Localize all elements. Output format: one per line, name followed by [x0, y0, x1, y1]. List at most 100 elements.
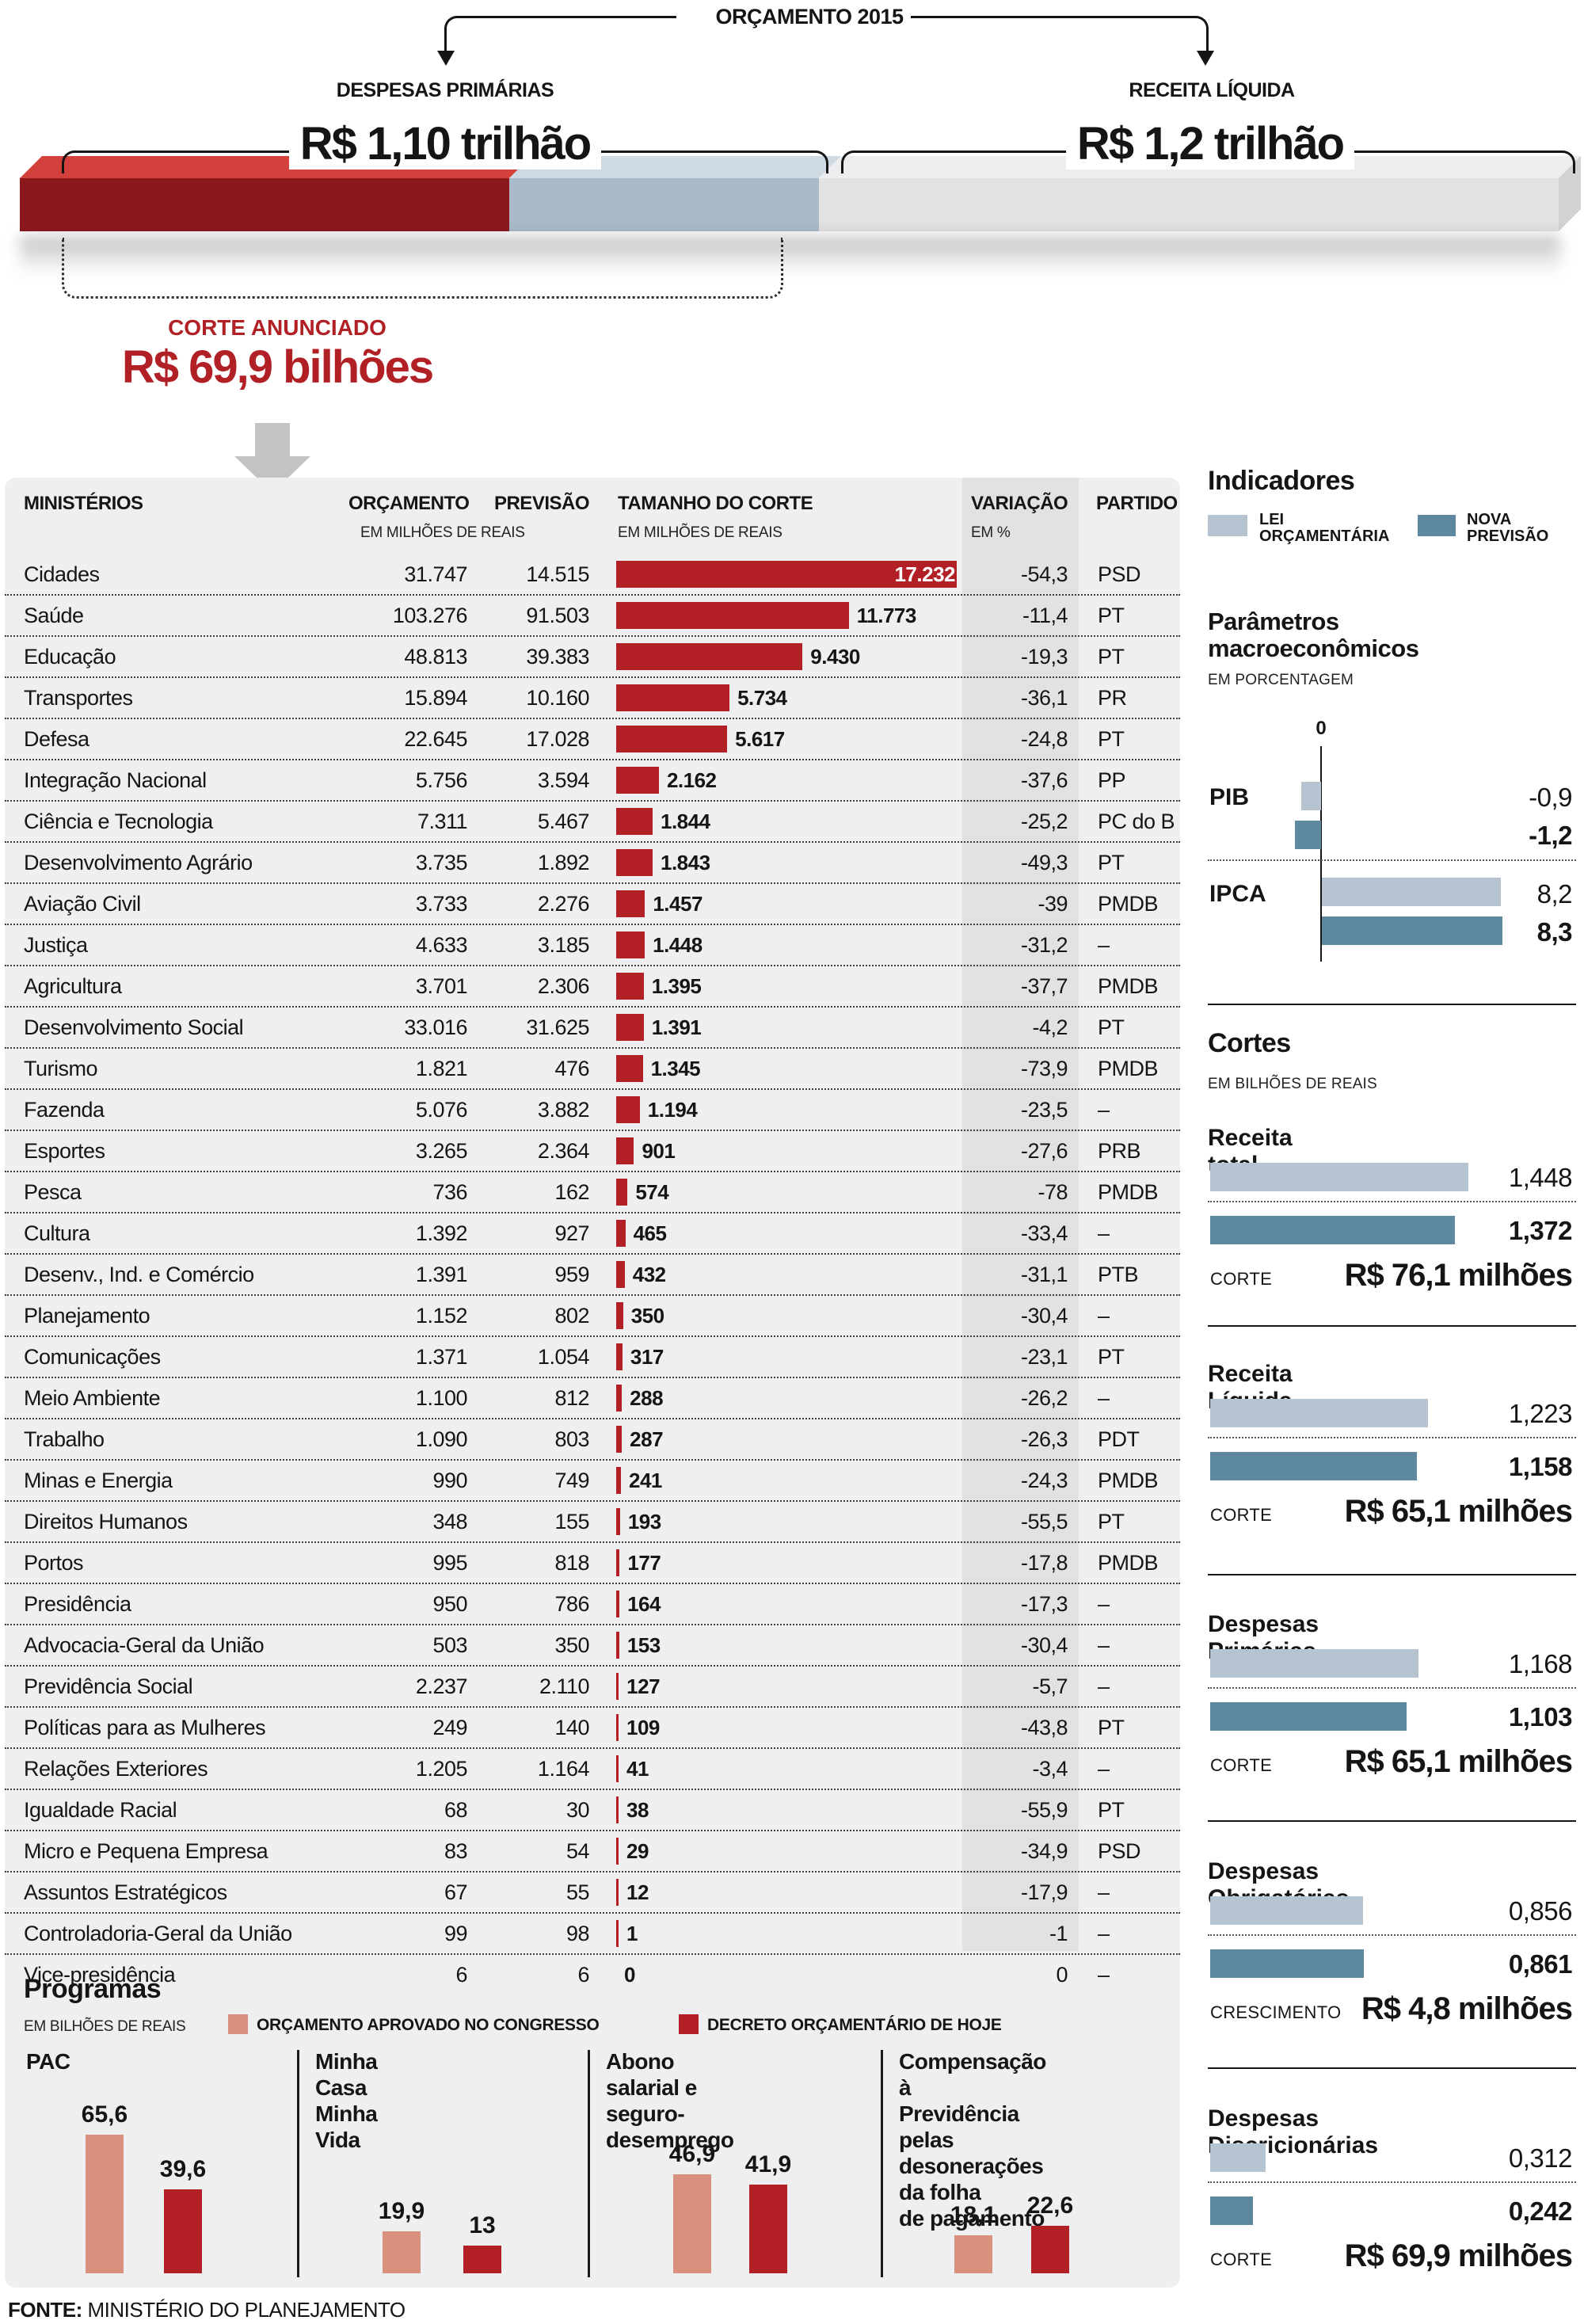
corte-bar-zone: 241	[616, 1461, 963, 1500]
programas-title: Programas	[24, 1974, 162, 2004]
macro-value-lei: 8,2	[1536, 879, 1573, 909]
cortes-value-lei: 1,223	[1508, 1399, 1573, 1428]
corte-bar-zone: 465	[616, 1213, 963, 1253]
macro-divider	[1208, 859, 1576, 861]
corte-value: 1.843	[660, 851, 710, 874]
corte-bar-zone: 1	[616, 1914, 963, 1953]
program-group-label: Abono salarial e seguro-desemprego	[606, 2049, 734, 2152]
cortes-value-lei: 0,312	[1508, 2143, 1573, 2173]
table-row: Portos 995 818 177 -17,8 PMDB	[5, 1543, 1180, 1584]
orcamento-value: 6	[455, 1962, 467, 1987]
cortes-value-nova: 0,861	[1508, 1949, 1573, 1979]
col-variacao: VARIAÇÃO	[971, 493, 1068, 514]
ministry-name: Turismo	[24, 1056, 98, 1080]
table-row: Aviação Civil 3.733 2.276 1.457 -39 PMDB	[5, 884, 1180, 925]
partido-value: PT	[1098, 726, 1125, 751]
macro-bar-lei	[1322, 878, 1501, 906]
cortes-title: Cortes	[1208, 1028, 1291, 1058]
cortes-note-value: R$ 4,8 milhões	[1361, 1991, 1573, 2026]
corte-value: 5.734	[737, 686, 787, 710]
corte-value: 12	[626, 1880, 649, 1904]
cortes-note-label: CORTE	[1210, 1755, 1273, 1775]
corte-bar	[616, 1549, 620, 1576]
section-divider	[1208, 1004, 1576, 1005]
table-row: Trabalho 1.090 803 287 -26,3 PDT	[5, 1419, 1180, 1461]
table-row: Planejamento 1.152 802 350 -30,4 –	[5, 1296, 1180, 1337]
col-ministerios: MINISTÉRIOS	[24, 493, 143, 514]
corte-bar	[616, 1467, 621, 1494]
partido-value: PT	[1098, 1015, 1125, 1039]
cortes-note-label: CRESCIMENTO	[1210, 2002, 1342, 2022]
table-row: Previdência Social 2.237 2.110 127 -5,7 –	[5, 1667, 1180, 1708]
corte-value: 1.395	[651, 974, 702, 998]
partido-value: PT	[1098, 644, 1125, 669]
budget-bar-shadow	[20, 236, 1560, 282]
table-row: Comunicações 1.371 1.054 317 -23,1 PT	[5, 1337, 1180, 1378]
corte-value: 177	[627, 1551, 661, 1575]
previsao-value: 2.364	[537, 1138, 590, 1163]
previsao-value: 10.160	[526, 685, 589, 710]
ministry-name: Agricultura	[24, 973, 122, 998]
cortes-note-value: R$ 65,1 milhões	[1344, 1494, 1573, 1529]
arrow-down-left-icon	[437, 51, 455, 66]
table-row: Transportes 15.894 10.160 5.734 -36,1 PR	[5, 678, 1180, 719]
partido-value: –	[1098, 1880, 1110, 1904]
variacao-value: -17,3	[1020, 1591, 1068, 1616]
table-row: Micro e Pequena Empresa 83 54 29 -34,9 PSD	[5, 1831, 1180, 1873]
table-row: Advocacia-Geral da União 503 350 153 -30,4 –	[5, 1625, 1180, 1667]
partido-value: PMDB	[1098, 1550, 1159, 1575]
ministry-name: Desenvolvimento Agrário	[24, 850, 253, 874]
parametros-title: Parâmetros macroeconômicos	[1208, 608, 1419, 662]
table-row: Desenvolvimento Agrário 3.735 1.892 1.843 -4…	[5, 843, 1180, 884]
corte-bar	[616, 1632, 619, 1659]
ministry-name: Cultura	[24, 1221, 90, 1245]
previsao-value: 803	[554, 1427, 589, 1451]
corte-bar	[616, 1673, 619, 1700]
corte-value: 574	[635, 1180, 669, 1204]
program-bar-decreto	[749, 2185, 787, 2273]
program-group-label: Minha Casa Minha Vida	[315, 2049, 378, 2152]
corte-value: 1.194	[647, 1098, 698, 1122]
ministry-name: Transportes	[24, 685, 133, 710]
corte-dashed-bracket	[62, 238, 783, 299]
corte-value: 164	[627, 1592, 661, 1616]
variacao-value: -5,7	[1032, 1674, 1068, 1698]
corte-value: 153	[626, 1633, 661, 1657]
corte-bar	[616, 1591, 620, 1617]
ministry-name: Saúde	[24, 603, 84, 627]
previsao-value: 959	[554, 1262, 589, 1286]
corte-bar	[616, 1714, 619, 1741]
corte-value: 41	[626, 1757, 649, 1781]
partido-value: –	[1098, 1221, 1110, 1245]
partido-value: PMDB	[1098, 973, 1159, 998]
corte-value: 901	[642, 1139, 676, 1163]
orcamento-value: 3.265	[415, 1138, 468, 1163]
corte-bar	[616, 1426, 623, 1453]
program-bar-decreto	[463, 2246, 501, 2273]
macro-value-nova: -1,2	[1529, 821, 1572, 850]
corte-bar	[616, 1343, 623, 1370]
gray-arrow-stem	[255, 423, 290, 458]
ministry-name: Pesca	[24, 1179, 82, 1204]
legend-swatch-aprovado	[228, 2014, 248, 2034]
corte-value: 127	[626, 1674, 661, 1698]
partido-value: PMDB	[1098, 1179, 1159, 1204]
corte-bar-zone: 41	[616, 1749, 963, 1789]
corte-bar	[616, 1179, 628, 1206]
orcamento-value: 1.371	[415, 1344, 468, 1369]
table-row: Meio Ambiente 1.100 812 288 -26,2 –	[5, 1378, 1180, 1419]
orcamento-value: 503	[432, 1633, 467, 1657]
bracket-line-right	[911, 16, 1209, 55]
fonte-value: MINISTÉRIO DO PLANEJAMENTO	[82, 2298, 406, 2322]
ministry-name: Planejamento	[24, 1303, 150, 1328]
corte-bar-zone: 5.617	[616, 719, 963, 759]
orcamento-value: 7.311	[417, 809, 468, 833]
partido-value: –	[1098, 1756, 1110, 1781]
legend-swatch-decreto	[679, 2014, 699, 2034]
corte-bar-zone: 432	[616, 1255, 963, 1294]
variacao-value: -33,4	[1020, 1221, 1068, 1245]
previsao-value: 98	[565, 1921, 590, 1945]
ministry-name: Previdência Social	[24, 1674, 193, 1698]
cortes-bar-lei	[1210, 1163, 1468, 1191]
partido-value: PMDB	[1098, 891, 1159, 916]
